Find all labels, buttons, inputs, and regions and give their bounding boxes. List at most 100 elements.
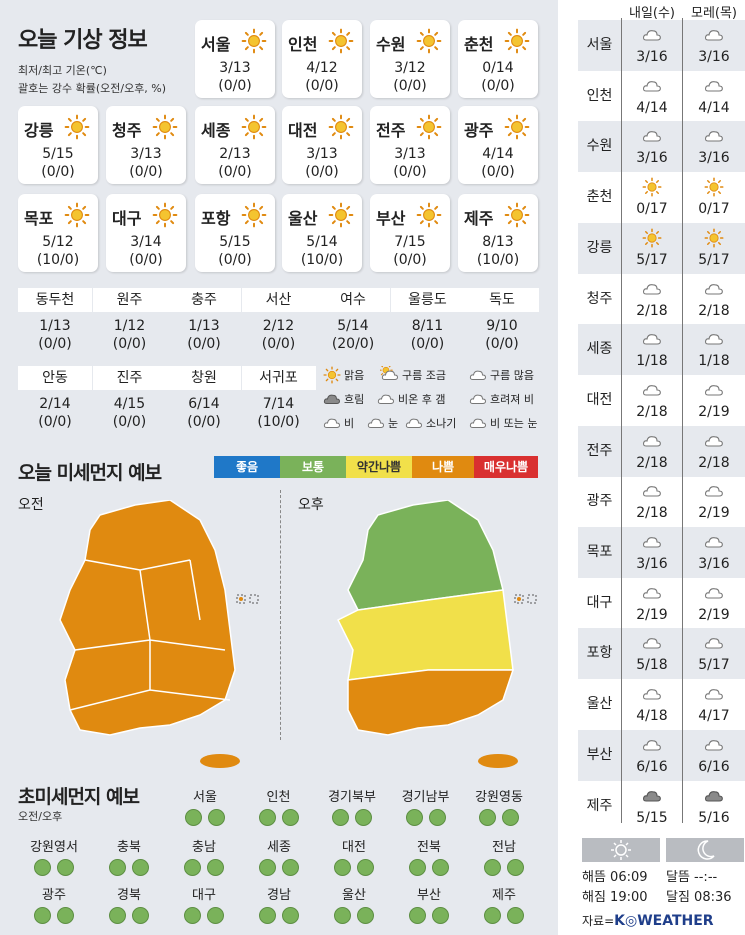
sun-icon	[642, 177, 662, 197]
forecast-row: 목포 3/16 3/16	[578, 527, 745, 578]
small-city-precip: (0/0)	[187, 414, 221, 430]
dust-level-1: 보통	[280, 456, 346, 478]
day1-temp: 3/16	[636, 150, 668, 167]
cloud-icon	[704, 385, 723, 396]
sun-icon	[416, 28, 442, 54]
forecast-city: 전주	[586, 442, 613, 459]
ultrafine-region: 강원영동	[469, 786, 529, 826]
rain-then-clear-icon	[377, 394, 394, 404]
moon-box	[666, 838, 744, 862]
sunrise-sun-icon	[611, 840, 631, 860]
forecast-city: 서울	[586, 37, 613, 53]
forecast-row: 포항 5/18 5/17	[578, 628, 745, 680]
region-name: 충북	[117, 840, 141, 855]
am-level-dot	[184, 859, 201, 876]
small-city: 원주 1/12 (0/0)	[92, 288, 167, 352]
ultrafine-title: 초미세먼지 예보	[18, 786, 140, 808]
forecast-row: 대구 2/19 2/19	[578, 578, 745, 629]
source-credit: 자료=K◎WEATHER	[582, 912, 714, 929]
day2-temp: 3/16	[698, 556, 730, 572]
day1-temp: 2/18	[636, 505, 668, 522]
am-level-dot	[184, 907, 201, 924]
small-city-name: 창원	[167, 366, 241, 390]
kweather-logo: K◎WEATHER	[614, 913, 714, 929]
city-card: 부산 7/15 (0/0)	[370, 194, 450, 272]
forecast-city: 부산	[586, 746, 613, 763]
sun-icon	[64, 114, 90, 140]
sun-icon	[642, 228, 662, 248]
city-name: 인천	[288, 35, 318, 54]
city-card: 대구 3/14 (0/0)	[106, 194, 186, 272]
ultrafine-region: 서울	[175, 786, 235, 826]
city-precip: (0/0)	[41, 164, 75, 180]
forecast-city: 인천	[586, 87, 613, 104]
legend-label: 눈	[388, 417, 399, 430]
region-name: 경북	[117, 888, 141, 903]
forecast-city: 포항	[586, 645, 613, 662]
cloud-icon	[642, 131, 661, 142]
cloud-icon	[704, 587, 723, 599]
city-card: 전주 3/13 (0/0)	[370, 106, 450, 184]
forecast-row: 광주 2/18 2/19	[578, 476, 745, 527]
city-precip: (0/0)	[129, 164, 163, 180]
small-city: 진주 4/15 (0/0)	[92, 366, 167, 430]
sun-icon	[241, 28, 267, 54]
city-temp: 7/15	[394, 234, 426, 250]
forecast-row: 세종 1/18 1/18	[578, 324, 745, 376]
sun-icon	[241, 202, 267, 228]
map-divider	[280, 490, 281, 740]
city-name: 청주	[112, 121, 142, 140]
small-city-name: 서산	[241, 288, 316, 312]
cloud-icon	[704, 80, 723, 92]
small-city-temp: 6/14	[188, 396, 220, 412]
cloud-icon	[704, 739, 723, 751]
cloud-icon	[704, 638, 723, 649]
day1-temp: 6/16	[636, 758, 668, 775]
forecast-panel: 내일(수) 모레(목) 서울 3/16 3/16 인천 4/14 4/14 수원 3/16 3/…	[578, 0, 745, 935]
rain-or-snow-icon	[469, 418, 486, 428]
region-name: 서울	[193, 790, 217, 805]
city-name: 포항	[201, 209, 231, 228]
legend-label: 흐려져 비	[490, 393, 534, 406]
day1-temp: 2/18	[636, 403, 668, 420]
forecast-row: 대전 2/18 2/19	[578, 375, 745, 426]
forecast-city: 청주	[586, 290, 613, 307]
city-precip: (10/0)	[300, 252, 344, 268]
small-city-precip: (20/0)	[331, 336, 375, 352]
pm-level-dot	[57, 859, 74, 876]
am-level-dot	[109, 859, 126, 876]
city-precip: (0/0)	[305, 78, 339, 94]
region-name: 전북	[417, 840, 441, 855]
small-city-name: 동두천	[18, 288, 92, 312]
sunrise-time: 해뜸 06:09	[582, 870, 648, 885]
cloud-icon	[704, 30, 723, 41]
sun-icon	[704, 177, 724, 197]
day1-header: 내일(수)	[628, 6, 676, 21]
sun-icon	[504, 202, 530, 228]
ultrafine-region: 경남	[249, 884, 309, 924]
small-city-temp: 2/12	[262, 318, 295, 334]
legend-label: 구름 조금	[402, 369, 446, 382]
sun-icon	[416, 202, 442, 228]
small-city: 서귀포 7/14 (10/0)	[241, 366, 316, 430]
dust-level-0: 좋음	[214, 456, 280, 478]
pm-level-dot	[357, 859, 374, 876]
forecast-city: 세종	[586, 341, 613, 358]
small-city: 서산 2/12 (0/0)	[241, 288, 316, 352]
day2-temp: 3/16	[698, 49, 730, 65]
pm-level-dot	[432, 907, 449, 924]
cloud-icon	[642, 283, 661, 295]
region-name: 충남	[192, 840, 216, 855]
dust-level-2: 약간나쁨	[346, 456, 412, 478]
day1-temp: 5/17	[636, 251, 668, 268]
moonrise-time: 달뜸 --:--	[666, 870, 718, 885]
region-name: 대전	[342, 840, 366, 855]
region-name: 세종	[267, 840, 291, 855]
city-precip: (0/0)	[393, 78, 427, 94]
sun-icon	[323, 366, 341, 384]
small-city-name: 원주	[92, 288, 167, 312]
small-city-precip: (0/0)	[410, 336, 445, 352]
forecast-city: 강릉	[586, 239, 613, 256]
legend-item: 흐림	[322, 390, 364, 408]
region-name: 인천	[266, 790, 291, 805]
